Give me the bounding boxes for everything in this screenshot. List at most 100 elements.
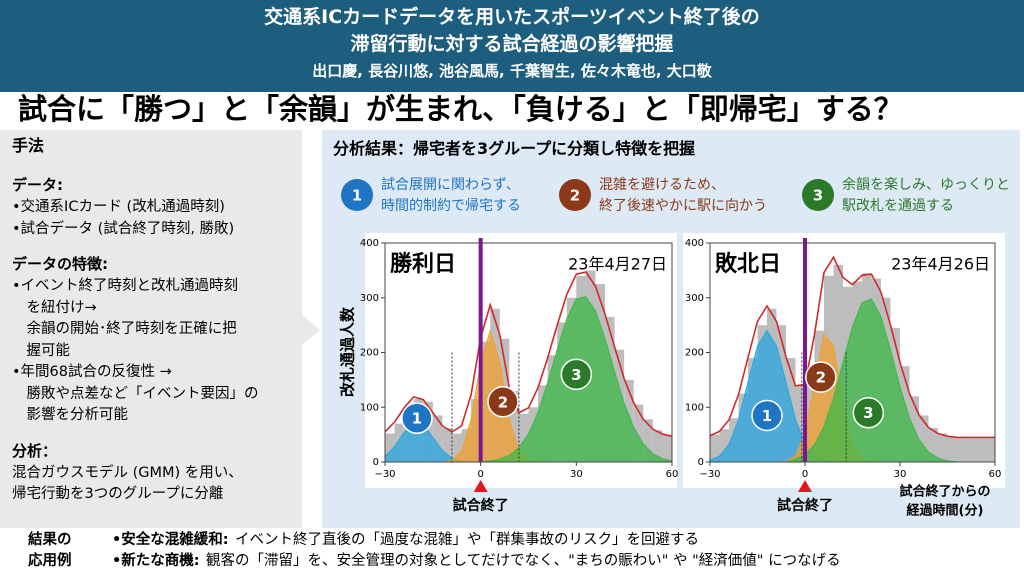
histogram-bar [976,437,986,462]
x-tick-label: 0 [802,469,808,480]
x-tick-label: 30 [894,469,907,480]
x-tick-label: −30 [699,469,720,480]
applications-heading: 応用例 [28,553,72,569]
section-heading: データ: [12,176,63,194]
group-number: 3 [813,187,823,205]
headline: 試合に「勝つ」と「余韻」が生まれ、「負ける」と「即帰宅」する？ [18,92,903,126]
event-label: 試合終了 [777,497,833,514]
histogram-bar [985,437,995,462]
component-badge [852,396,885,429]
y-tick-label: 300 [685,293,704,304]
results-heading: 分析結果：帰宅者を3グループに分類し特徴を把握 [333,139,696,158]
fit-line [384,271,673,438]
histogram-bar [966,437,976,462]
application-label: •安全な混雑緩和: [112,532,229,548]
group-text: 混雑を避けるため、 [599,177,725,193]
histogram-bar [633,404,644,462]
histogram-bar [795,385,805,462]
applications-heading: 結果の [28,532,72,548]
y-tick-label: 200 [360,348,379,359]
chart-title: 勝利日 [390,252,456,277]
methods-heading: 手法 [12,136,45,155]
component-badge [751,399,783,432]
methods-panel [0,130,320,528]
application-label: •新たな商機: [112,553,200,569]
x-tick-label: 60 [989,469,1002,480]
section-line: •試合データ (試合終了時刻, 勝敗) [12,220,235,237]
section-line: 握可能 [12,342,70,359]
component-badge [560,358,593,391]
component-number: 3 [863,404,873,422]
histogram-bar [442,428,452,462]
histogram-bar [652,430,663,462]
histogram-bar [451,433,462,462]
component-badge [805,361,837,393]
histogram-bar [432,415,443,462]
x-tick-label: −30 [374,469,395,480]
group-text: 試合展開に関わらず、 [381,177,520,193]
title-line: 滞留行動に対する試合経過の影響把握 [350,33,674,55]
application-text: イベント終了直後の「過度な混雑」や「群集事故のリスク」を回避する [235,532,699,548]
x-tick-label: 30 [570,469,583,480]
histogram-bar [919,415,929,462]
section-heading: データの特徴: [12,255,108,273]
authors: 出口慶, 長谷川悠, 池谷風馬, 千葉智生, 佐々木竜也, 大口敬 [312,62,712,80]
y-tick-label: 300 [360,293,379,304]
component-number: 1 [412,410,422,428]
histogram-bar [385,433,395,462]
histogram-bar [662,434,672,462]
group-text: 時間的制約で帰宅する [381,198,521,214]
event-marker [473,480,488,492]
application-text: 観客の「滞留」を、安全管理の対象としてだけでなく、"まちの賑わい" や "経済価… [206,553,841,569]
fit-line [709,255,995,439]
section-line: •交通系ICカード (改札通過時刻) [12,199,225,215]
y-tick-label: 200 [685,348,704,359]
section-line: 混合ガウスモデル (GMM) を用い、 [12,464,243,481]
histogram-bar [833,264,843,462]
y-tick-label: 100 [685,402,704,413]
histogram-bar [509,390,519,462]
title-line: 交通系ICカードデータを用いたスポーツイベント終了後の [264,6,760,28]
y-tick-label: 0 [373,457,379,468]
chart-date: 23年4月26日 [891,255,990,274]
group-number: 2 [570,187,580,205]
x-tick-label: 60 [666,469,679,480]
x-axis-label: 経過時間(分) [907,503,984,519]
section-line: 帰宅行動を3つのグループに分離 [12,486,224,502]
event-marker [798,480,812,492]
group-number: 1 [352,187,362,205]
histogram-bar [957,436,967,462]
histogram-bar [928,428,938,462]
y-tick-label: 400 [685,238,704,249]
histogram-bar [947,436,957,462]
histogram-bar [643,419,653,462]
section-heading: 分析： [12,441,58,460]
section-line: 余韻の開始･終了時刻を正確に把 [12,321,237,337]
histogram-bar [518,413,529,462]
section-line: •年間68試合の反復性 → [12,364,172,380]
component-badge [401,402,433,434]
component-badge [487,386,519,418]
section-line: 勝敗や点差など「イベント要因」の [12,385,259,402]
chart-title: 敗北日 [715,252,781,277]
group-badge [802,179,834,211]
group-text: 駅改札を通過する [842,198,954,214]
histogram-bar [710,434,720,462]
group-text: 終了後速やかに駅に向かう [599,198,767,214]
section-line: 影響を分析可能 [12,407,128,423]
event-label: 試合終了 [453,497,509,514]
x-tick-label: 0 [477,469,483,480]
y-tick-label: 400 [360,238,379,249]
histogram-bar [938,433,948,462]
group-badge [341,179,373,211]
y-tick-label: 100 [360,402,379,413]
component-number: 2 [498,393,508,411]
y-axis-label: 改札通過人数 [339,306,357,397]
section-line: •イベント終了時刻と改札通過時刻 [12,278,239,294]
component-number: 1 [762,407,772,425]
histogram-bar [719,429,729,462]
group-badge [559,179,591,211]
y-tick-label: 0 [698,457,704,468]
